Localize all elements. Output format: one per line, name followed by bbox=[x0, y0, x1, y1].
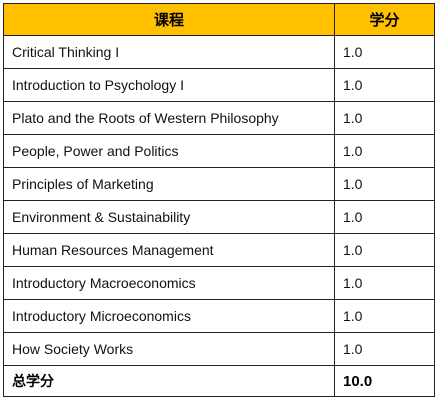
credit-value-cell: 1.0 bbox=[334, 299, 435, 333]
credit-value-cell: 1.0 bbox=[334, 332, 435, 366]
table-row: Introductory Microeconomics 1.0 bbox=[3, 299, 435, 333]
header-row: 课程 学分 bbox=[3, 3, 435, 36]
course-column-header: 课程 bbox=[3, 3, 335, 36]
table-row: How Society Works 1.0 bbox=[3, 332, 435, 366]
credit-value-cell: 1.0 bbox=[334, 266, 435, 300]
table-row: Introductory Macroeconomics 1.0 bbox=[3, 266, 435, 300]
table-row: Human Resources Management 1.0 bbox=[3, 233, 435, 267]
table-row: Critical Thinking I 1.0 bbox=[3, 35, 435, 69]
credit-value-cell: 1.0 bbox=[334, 200, 435, 234]
credit-value-cell: 1.0 bbox=[334, 68, 435, 102]
table-row: Principles of Marketing 1.0 bbox=[3, 167, 435, 201]
course-name-cell: Principles of Marketing bbox=[3, 167, 335, 201]
table-row: Environment & Sustainability 1.0 bbox=[3, 200, 435, 234]
course-name-cell: Introduction to Psychology I bbox=[3, 68, 335, 102]
course-name-cell: Human Resources Management bbox=[3, 233, 335, 267]
credit-value-cell: 1.0 bbox=[334, 35, 435, 69]
table-row: Introduction to Psychology I 1.0 bbox=[3, 68, 435, 102]
table-row: Plato and the Roots of Western Philosoph… bbox=[3, 101, 435, 135]
total-credits-value: 10.0 bbox=[334, 365, 435, 397]
total-row: 总学分 10.0 bbox=[3, 365, 435, 397]
credit-value-cell: 1.0 bbox=[334, 233, 435, 267]
course-name-cell: Plato and the Roots of Western Philosoph… bbox=[3, 101, 335, 135]
course-name-cell: Introductory Macroeconomics bbox=[3, 266, 335, 300]
total-label: 总学分 bbox=[3, 365, 335, 397]
credits-table: 课程 学分 Critical Thinking I 1.0 Introducti… bbox=[3, 3, 435, 397]
credit-value-cell: 1.0 bbox=[334, 167, 435, 201]
credits-column-header: 学分 bbox=[334, 3, 435, 36]
credit-value-cell: 1.0 bbox=[334, 101, 435, 135]
course-name-cell: Environment & Sustainability bbox=[3, 200, 335, 234]
course-name-cell: Introductory Microeconomics bbox=[3, 299, 335, 333]
course-name-cell: Critical Thinking I bbox=[3, 35, 335, 69]
table-row: People, Power and Politics 1.0 bbox=[3, 134, 435, 168]
credit-value-cell: 1.0 bbox=[334, 134, 435, 168]
course-name-cell: How Society Works bbox=[3, 332, 335, 366]
course-name-cell: People, Power and Politics bbox=[3, 134, 335, 168]
